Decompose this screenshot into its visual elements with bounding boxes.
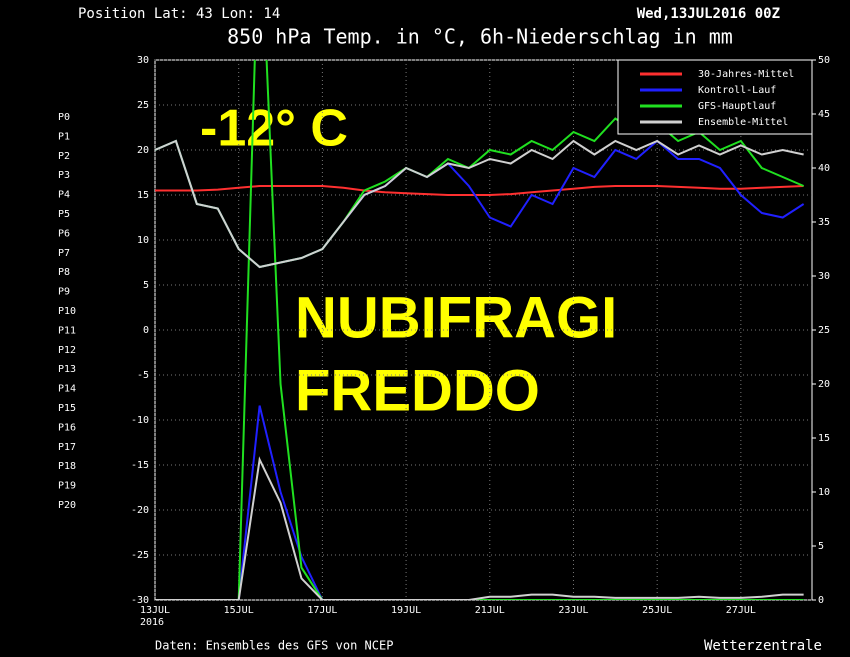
member-label: P3	[58, 170, 70, 181]
y-tick-label: -5	[137, 370, 149, 381]
y-tick-label: -15	[131, 460, 149, 471]
y-tick-label: 20	[137, 145, 149, 156]
legend-label: 30-Jahres-Mittel	[698, 69, 794, 80]
y2-tick-label: 0	[818, 595, 824, 606]
y-tick-label: 10	[137, 235, 149, 246]
y2-tick-label: 5	[818, 541, 824, 552]
y2-tick-label: 40	[818, 163, 830, 174]
x-tick-label: 19JUL	[391, 605, 421, 616]
x-year: 2016	[140, 617, 164, 628]
member-label: P7	[58, 248, 70, 259]
member-label: P17	[58, 442, 76, 453]
member-label: P6	[58, 228, 70, 239]
position: Position Lat: 43 Lon: 14	[78, 6, 280, 22]
y-tick-label: 25	[137, 100, 149, 111]
precip-line	[155, 405, 804, 600]
brand: Wetterzentrale	[704, 638, 822, 654]
member-label: P19	[58, 481, 76, 492]
member-label: P12	[58, 345, 76, 356]
legend-label: GFS-Hauptlauf	[698, 101, 776, 112]
member-label: P10	[58, 306, 76, 317]
y-tick-label: 5	[143, 280, 149, 291]
y-tick-label: 30	[137, 55, 149, 66]
member-label: P14	[58, 384, 76, 395]
x-tick-label: 15JUL	[224, 605, 254, 616]
legend-label: Kontroll-Lauf	[698, 85, 776, 96]
member-label: P18	[58, 461, 76, 472]
member-label: P0	[58, 112, 70, 123]
x-tick-label: 23JUL	[558, 605, 588, 616]
legend-label: Ensemble-Mittel	[698, 117, 788, 128]
precip-line	[155, 456, 804, 600]
x-tick-label: 27JUL	[726, 605, 756, 616]
y2-tick-label: 35	[818, 217, 830, 228]
chart-title: 850 hPa Temp. in °C, 6h-Niederschlag in …	[227, 25, 733, 49]
y-tick-label: 0	[143, 325, 149, 336]
member-label: P20	[58, 500, 76, 511]
x-tick-label: 25JUL	[642, 605, 672, 616]
member-label: P9	[58, 287, 70, 298]
y-tick-label: -20	[131, 505, 149, 516]
y2-tick-label: 50	[818, 55, 830, 66]
y2-tick-label: 30	[818, 271, 830, 282]
temperature-line	[155, 185, 804, 196]
member-label: P1	[58, 131, 70, 142]
annotation: NUBIFRAGI	[295, 285, 617, 350]
run-time: Wed,13JUL2016 00Z	[637, 6, 780, 22]
member-label: P13	[58, 364, 76, 375]
y2-tick-label: 15	[818, 433, 830, 444]
member-label: P8	[58, 267, 70, 278]
x-tick-label: 17JUL	[307, 605, 337, 616]
y-tick-label: -30	[131, 595, 149, 606]
source: Daten: Ensembles des GFS von NCEP	[155, 639, 393, 653]
member-label: P2	[58, 151, 70, 162]
y2-tick-label: 20	[818, 379, 830, 390]
annotation: -12° C	[200, 100, 348, 158]
y2-tick-label: 45	[818, 109, 830, 120]
member-label: P15	[58, 403, 76, 414]
y2-tick-label: 25	[818, 325, 830, 336]
y2-tick-label: 10	[818, 487, 830, 498]
y-tick-label: -25	[131, 550, 149, 561]
member-label: P4	[58, 190, 70, 201]
member-label: P5	[58, 209, 70, 220]
y-tick-label: 15	[137, 190, 149, 201]
member-label: P11	[58, 325, 76, 336]
temperature-line	[155, 139, 804, 269]
x-tick-label: 21JUL	[475, 605, 505, 616]
y-tick-label: -10	[131, 415, 149, 426]
annotation: FREDDO	[295, 358, 540, 423]
x-tick-label: 13JUL	[140, 605, 170, 616]
member-label: P16	[58, 422, 76, 433]
